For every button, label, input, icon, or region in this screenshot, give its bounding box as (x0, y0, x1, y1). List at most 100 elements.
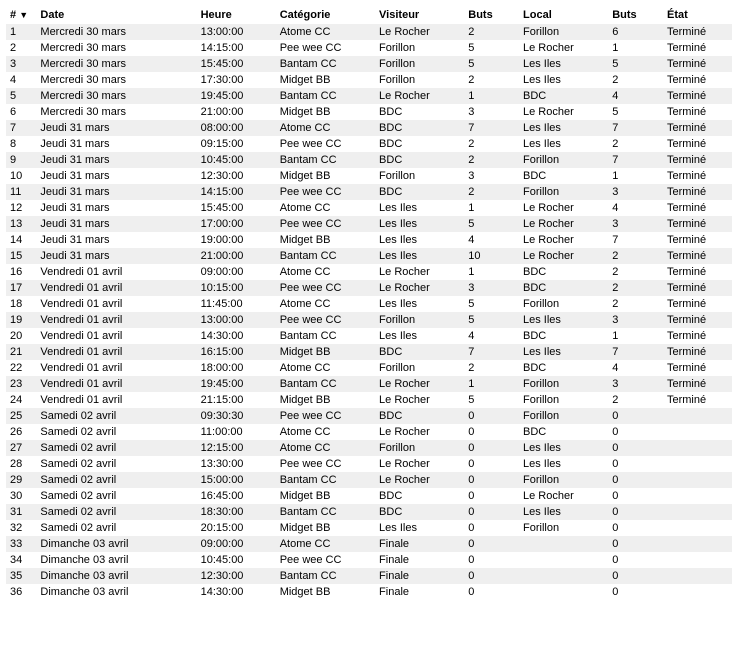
table-row: 17Vendredi 01 avril10:15:00Pee wee CCLe … (6, 280, 732, 296)
cell-goals-visitor: 4 (464, 232, 519, 248)
cell-category: Midget BB (276, 168, 375, 184)
col-header-goals-visitor[interactable]: Buts (464, 6, 519, 24)
cell-local: Forillon (519, 472, 608, 488)
cell-date: Jeudi 31 mars (36, 168, 196, 184)
cell-time: 14:15:00 (197, 184, 276, 200)
cell-state (663, 408, 732, 424)
cell-category: Bantam CC (276, 472, 375, 488)
cell-category: Midget BB (276, 488, 375, 504)
cell-number: 28 (6, 456, 36, 472)
table-row: 27Samedi 02 avril12:15:00Atome CCForillo… (6, 440, 732, 456)
table-row: 14Jeudi 31 mars19:00:00Midget BBLes Iles… (6, 232, 732, 248)
cell-local: Les Iles (519, 456, 608, 472)
cell-category: Midget BB (276, 344, 375, 360)
cell-visitor: Forillon (375, 168, 464, 184)
cell-state (663, 584, 732, 600)
col-header-date[interactable]: Date (36, 6, 196, 24)
cell-number: 20 (6, 328, 36, 344)
col-header-state[interactable]: État (663, 6, 732, 24)
cell-number: 17 (6, 280, 36, 296)
cell-goals-local: 0 (608, 456, 663, 472)
cell-visitor: Le Rocher (375, 264, 464, 280)
cell-category: Bantam CC (276, 248, 375, 264)
cell-number: 23 (6, 376, 36, 392)
cell-category: Atome CC (276, 24, 375, 40)
cell-time: 19:45:00 (197, 88, 276, 104)
cell-goals-local: 0 (608, 424, 663, 440)
cell-goals-local: 0 (608, 472, 663, 488)
table-row: 11Jeudi 31 mars14:15:00Pee wee CCBDC2For… (6, 184, 732, 200)
cell-visitor: Le Rocher (375, 88, 464, 104)
cell-date: Vendredi 01 avril (36, 312, 196, 328)
table-row: 15Jeudi 31 mars21:00:00Bantam CCLes Iles… (6, 248, 732, 264)
cell-local: BDC (519, 360, 608, 376)
cell-number: 33 (6, 536, 36, 552)
cell-goals-visitor: 3 (464, 104, 519, 120)
cell-goals-local: 2 (608, 264, 663, 280)
cell-goals-local: 5 (608, 56, 663, 72)
cell-goals-local: 0 (608, 488, 663, 504)
cell-local: Le Rocher (519, 232, 608, 248)
cell-goals-visitor: 0 (464, 456, 519, 472)
cell-date: Vendredi 01 avril (36, 376, 196, 392)
cell-time: 10:45:00 (197, 552, 276, 568)
cell-number: 7 (6, 120, 36, 136)
cell-date: Jeudi 31 mars (36, 200, 196, 216)
table-row: 1Mercredi 30 mars13:00:00Atome CCLe Roch… (6, 24, 732, 40)
cell-local: Forillon (519, 24, 608, 40)
cell-goals-visitor: 0 (464, 440, 519, 456)
table-row: 4Mercredi 30 mars17:30:00Midget BBForill… (6, 72, 732, 88)
cell-category: Midget BB (276, 584, 375, 600)
cell-time: 19:45:00 (197, 376, 276, 392)
cell-number: 2 (6, 40, 36, 56)
cell-category: Bantam CC (276, 376, 375, 392)
col-header-local[interactable]: Local (519, 6, 608, 24)
cell-goals-local: 3 (608, 376, 663, 392)
cell-goals-visitor: 2 (464, 184, 519, 200)
cell-number: 32 (6, 520, 36, 536)
cell-local: Les Iles (519, 344, 608, 360)
cell-date: Samedi 02 avril (36, 456, 196, 472)
cell-number: 34 (6, 552, 36, 568)
cell-goals-visitor: 0 (464, 488, 519, 504)
cell-time: 18:30:00 (197, 504, 276, 520)
cell-time: 08:00:00 (197, 120, 276, 136)
cell-visitor: BDC (375, 184, 464, 200)
cell-visitor: Les Iles (375, 248, 464, 264)
col-header-time[interactable]: Heure (197, 6, 276, 24)
cell-goals-visitor: 0 (464, 424, 519, 440)
cell-category: Pee wee CC (276, 408, 375, 424)
table-row: 32Samedi 02 avril20:15:00Midget BBLes Il… (6, 520, 732, 536)
cell-time: 16:45:00 (197, 488, 276, 504)
cell-date: Samedi 02 avril (36, 424, 196, 440)
cell-time: 10:15:00 (197, 280, 276, 296)
cell-visitor: Les Iles (375, 296, 464, 312)
cell-visitor: Le Rocher (375, 392, 464, 408)
cell-goals-local: 3 (608, 216, 663, 232)
cell-category: Pee wee CC (276, 552, 375, 568)
cell-goals-visitor: 0 (464, 584, 519, 600)
cell-local: Forillon (519, 520, 608, 536)
cell-category: Atome CC (276, 264, 375, 280)
col-header-number[interactable]: # ▼ (6, 6, 36, 24)
cell-goals-visitor: 5 (464, 40, 519, 56)
cell-state: Terminé (663, 392, 732, 408)
cell-time: 12:30:00 (197, 168, 276, 184)
cell-time: 15:00:00 (197, 472, 276, 488)
cell-date: Mercredi 30 mars (36, 24, 196, 40)
table-row: 10Jeudi 31 mars12:30:00Midget BBForillon… (6, 168, 732, 184)
cell-goals-local: 4 (608, 360, 663, 376)
cell-goals-local: 6 (608, 24, 663, 40)
table-row: 26Samedi 02 avril11:00:00Atome CCLe Roch… (6, 424, 732, 440)
col-header-category[interactable]: Catégorie (276, 6, 375, 24)
cell-goals-visitor: 2 (464, 24, 519, 40)
cell-state: Terminé (663, 360, 732, 376)
col-header-visitor[interactable]: Visiteur (375, 6, 464, 24)
cell-number: 25 (6, 408, 36, 424)
cell-goals-local: 0 (608, 584, 663, 600)
cell-local: Forillon (519, 376, 608, 392)
cell-local: Les Iles (519, 136, 608, 152)
cell-category: Atome CC (276, 200, 375, 216)
col-header-goals-local[interactable]: Buts (608, 6, 663, 24)
cell-time: 15:45:00 (197, 200, 276, 216)
